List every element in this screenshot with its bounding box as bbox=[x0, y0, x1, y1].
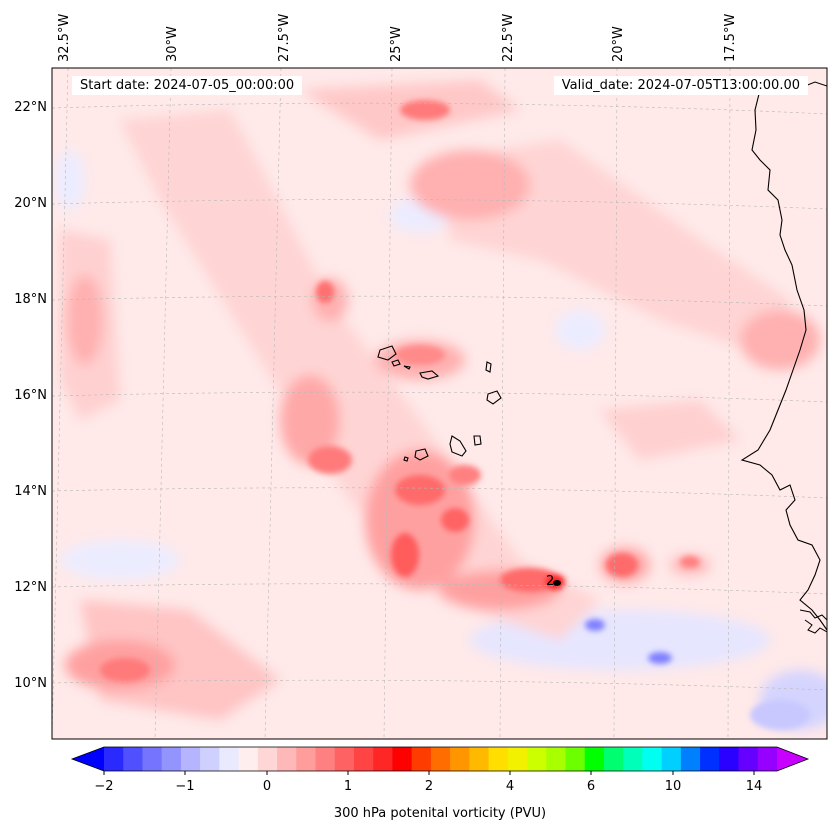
coastline-africa bbox=[740, 79, 827, 631]
colorbar-segment bbox=[142, 747, 163, 771]
latitude-label: 14°N bbox=[14, 484, 47, 499]
graticule bbox=[52, 68, 827, 739]
latitude-label: 10°N bbox=[14, 676, 47, 691]
colorbar-segment bbox=[161, 747, 182, 771]
colorbar-segment bbox=[546, 747, 566, 771]
coastline-guinea bbox=[799, 609, 827, 634]
latitude-label: 12°N bbox=[14, 580, 47, 595]
colorbar-segment bbox=[104, 747, 124, 771]
longitude-label: 32.5°W bbox=[57, 14, 72, 62]
colorbar-label: 300 hPa potenital vorticity (PVU) bbox=[333, 806, 547, 821]
colorbar-segment bbox=[373, 747, 393, 771]
colorbar-segment bbox=[584, 747, 605, 771]
vorticity-field bbox=[55, 80, 827, 730]
colorbar-segment bbox=[392, 747, 413, 771]
colorbar-segment bbox=[180, 747, 201, 771]
latitude-label: 16°N bbox=[14, 388, 47, 403]
colorbar-tick-label: 10 bbox=[665, 779, 682, 794]
start-date-label: Start date: 2024-07-05_00:00:00 bbox=[72, 76, 303, 95]
colorbar-ticks: −2 −1 0 1 2 4 6 10 14 bbox=[94, 771, 762, 794]
colorbar-segment bbox=[257, 747, 278, 771]
colorbar-segment bbox=[661, 747, 682, 771]
colorbar-segment bbox=[200, 747, 220, 771]
colorbar-segment bbox=[315, 747, 336, 771]
map-frame bbox=[51, 67, 828, 740]
colorbar-segment bbox=[527, 747, 547, 771]
colorbar-segment bbox=[469, 747, 490, 771]
colorbar-tick-label: −2 bbox=[94, 779, 113, 794]
colorbar-segment bbox=[334, 747, 355, 771]
colorbar-tick-label: −1 bbox=[175, 779, 194, 794]
colorbar-segment bbox=[757, 747, 778, 771]
colorbar-segment bbox=[353, 747, 374, 771]
colorbar-segment bbox=[219, 747, 240, 771]
longitude-label: 17.5°W bbox=[723, 14, 738, 62]
colorbar-tick-label: 0 bbox=[263, 779, 271, 794]
cape-verde-islands bbox=[377, 345, 502, 462]
colorbar-segment bbox=[603, 747, 624, 771]
colorbar-segment bbox=[565, 747, 586, 771]
longitude-label: 20°W bbox=[611, 26, 626, 62]
colorbar-segment bbox=[411, 747, 432, 771]
vorticity-maxima bbox=[100, 100, 810, 730]
latitude-labels: 22°N 20°N 18°N 16°N 14°N 12°N 10°N bbox=[14, 100, 47, 691]
longitude-label: 25°W bbox=[389, 26, 404, 62]
longitude-label: 27.5°W bbox=[277, 14, 292, 62]
colorbar-segment bbox=[296, 747, 317, 771]
colorbar-segment bbox=[430, 747, 451, 771]
longitude-labels: 32.5°W 30°W 27.5°W 25°W 22.5°W 20°W 17.5°W bbox=[57, 14, 738, 62]
colorbar-segment bbox=[238, 747, 259, 771]
colorbar-extend-max bbox=[777, 747, 808, 771]
colorbar-segment bbox=[623, 747, 643, 771]
colorbar-segment bbox=[507, 747, 528, 771]
valid-date-label: Valid_date: 2024-07-05T13:00:00.00 bbox=[553, 76, 808, 95]
colorbar-tick-label: 4 bbox=[506, 779, 514, 794]
colorbar-extend-min bbox=[72, 747, 104, 771]
colorbar-tick-label: 6 bbox=[587, 779, 595, 794]
longitude-label: 22.5°W bbox=[501, 14, 516, 62]
colorbar-segment bbox=[277, 747, 297, 771]
colorbar-segment bbox=[642, 747, 663, 771]
latitude-label: 20°N bbox=[14, 196, 47, 211]
latitude-label: 22°N bbox=[14, 100, 47, 115]
colorbar-segment bbox=[450, 747, 470, 771]
vorticity-map: 2 bbox=[52, 68, 827, 739]
colorbar-segment bbox=[680, 747, 701, 771]
pv-contour-mark bbox=[553, 580, 561, 586]
colorbar-tick-label: 2 bbox=[425, 779, 433, 794]
colorbar-segment bbox=[123, 747, 143, 771]
colorbar bbox=[70, 746, 810, 772]
colorbar-segment bbox=[719, 747, 740, 771]
colorbar-segment bbox=[488, 747, 509, 771]
longitude-label: 30°W bbox=[165, 26, 180, 62]
colorbar-segment bbox=[738, 747, 759, 771]
colorbar-segment bbox=[700, 747, 720, 771]
colorbar-tick-label: 14 bbox=[746, 779, 763, 794]
colorbar-tick-label: 1 bbox=[344, 779, 352, 794]
pv-contour-label: 2 bbox=[546, 574, 554, 589]
latitude-label: 18°N bbox=[14, 292, 47, 307]
